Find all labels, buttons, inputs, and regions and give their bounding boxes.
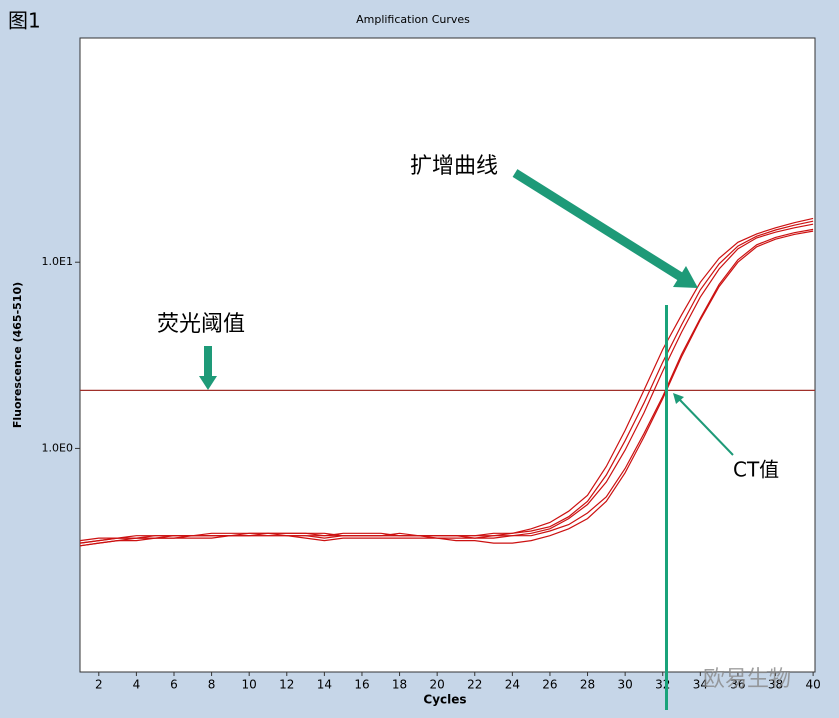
- threshold-label: 荧光阈值: [157, 312, 245, 337]
- y-tick-label: 1.0E1: [42, 255, 73, 268]
- x-tick-label: 12: [279, 678, 294, 692]
- chart-title: Amplification Curves: [356, 13, 470, 26]
- arrow: [679, 399, 734, 456]
- arrow-head: [673, 393, 684, 404]
- arrow-head: [673, 266, 698, 288]
- x-axis-label: Cycles: [423, 693, 466, 707]
- x-tick-label: 6: [170, 678, 178, 692]
- x-tick-label: 34: [693, 678, 708, 692]
- x-tick-label: 4: [133, 678, 141, 692]
- x-tick-label: 28: [580, 678, 595, 692]
- x-tick-label: 2: [95, 678, 103, 692]
- x-tick-label: 20: [430, 678, 445, 692]
- y-axis-label: Fluorescence (465-510): [11, 282, 24, 428]
- plot-marks: 2 4 6 8 10 12 14 16 18 20 22 24 26 28 30 32 34 36 38 401.0E…: [42, 217, 821, 692]
- x-tick-label: 40: [805, 678, 820, 692]
- x-tick-label: 22: [467, 678, 482, 692]
- x-tick-label: 30: [618, 678, 633, 692]
- y-tick-label: 1.0E0: [42, 441, 73, 454]
- plot-area: [79, 37, 816, 673]
- amplification-curve: [79, 230, 814, 547]
- curve-label: 扩增曲线: [410, 154, 498, 179]
- x-tick-label: 24: [505, 678, 520, 692]
- arrow: [204, 346, 212, 377]
- arrow: [512, 169, 684, 281]
- x-tick-label: 36: [730, 678, 745, 692]
- x-tick-label: 14: [317, 678, 332, 692]
- ct-label: CT值: [733, 458, 779, 482]
- x-tick-label: 32: [655, 678, 670, 692]
- x-tick-label: 16: [354, 678, 369, 692]
- figure-label: 图1: [8, 9, 41, 33]
- x-tick-label: 26: [542, 678, 557, 692]
- amplification-curve: [79, 228, 814, 544]
- arrow-head: [199, 376, 217, 390]
- x-tick-label: 18: [392, 678, 407, 692]
- x-tick-label: 8: [208, 678, 216, 692]
- x-tick-label: 10: [242, 678, 257, 692]
- watermark: 欧易生物: [703, 667, 791, 692]
- x-tick-label: 38: [768, 678, 783, 692]
